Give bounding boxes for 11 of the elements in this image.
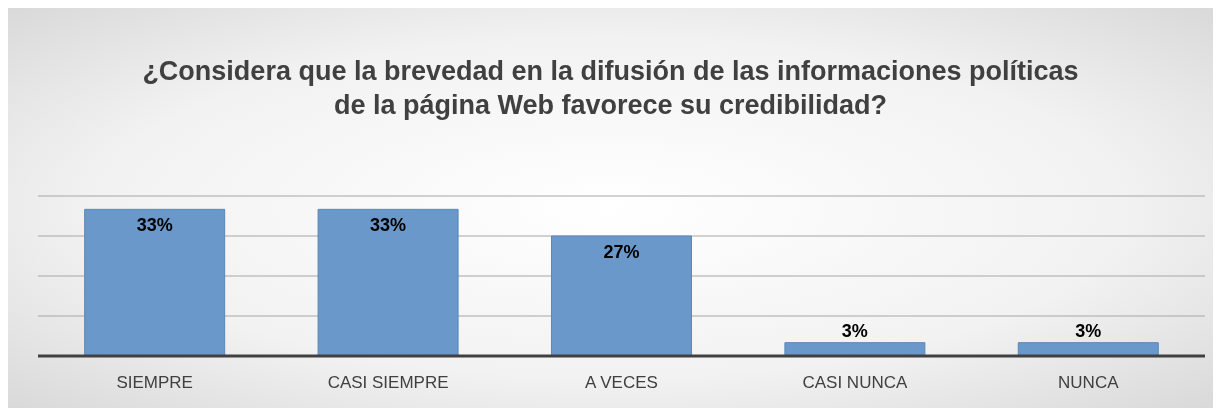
chart-title: ¿Considera que la brevedad en la difusión de las informaciones políticas de la página Web favorece su credibilidad? xyxy=(141,55,1080,122)
x-tick-label: A VECES xyxy=(585,373,658,393)
x-tick-label: NUNCA xyxy=(1058,373,1120,393)
x-tick-label: CASI SIEMPRE xyxy=(327,373,449,393)
x-tick-label: CASI NUNCA xyxy=(802,373,908,393)
data-label: 33% xyxy=(136,215,173,236)
x-tick-label: SIEMPRE xyxy=(116,373,193,393)
data-label: 27% xyxy=(603,242,640,262)
data-label: 33% xyxy=(370,215,407,236)
data-label: 3% xyxy=(1075,320,1102,341)
data-label: 3% xyxy=(841,320,868,341)
